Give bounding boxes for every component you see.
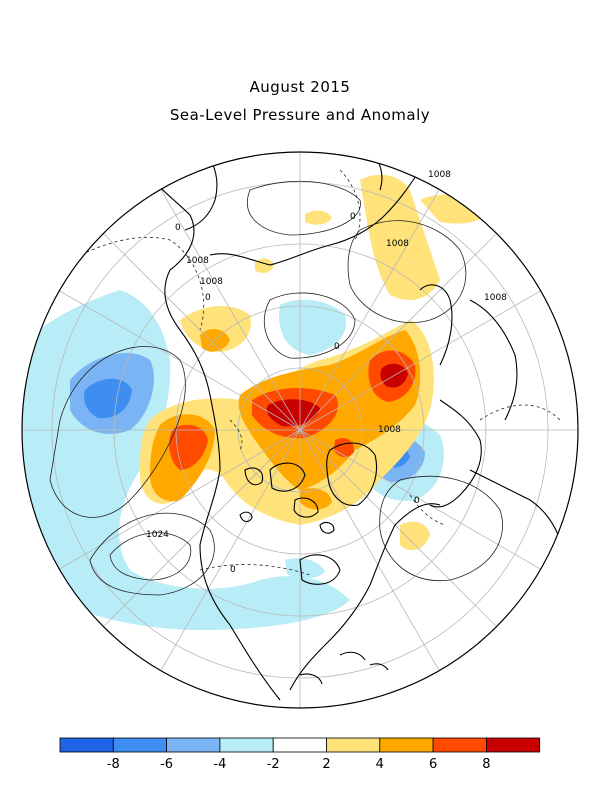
contour-label: 1008 xyxy=(378,425,401,435)
legend-tick-label: 6 xyxy=(429,757,437,772)
legend-swatch xyxy=(432,737,487,753)
contour-label: 1008 xyxy=(186,256,209,266)
contour-label: 0 xyxy=(205,293,211,303)
legend-swatch xyxy=(272,737,327,753)
legend-swatch xyxy=(326,737,381,753)
legend-tick-label: -8 xyxy=(107,757,120,772)
legend-tick-label: 8 xyxy=(482,757,490,772)
contour-label: 1024 xyxy=(146,530,169,540)
legend-tick-label: 2 xyxy=(322,757,330,772)
chart-subtitle: Sea-Level Pressure and Anomaly xyxy=(169,106,431,124)
legend-tick-label: -6 xyxy=(160,757,173,772)
legend-tick-label: -2 xyxy=(267,757,280,772)
legend-swatch xyxy=(166,737,221,753)
contour-label: 1008 xyxy=(428,170,451,180)
legend-swatch xyxy=(112,737,168,753)
legend-swatch xyxy=(379,737,434,753)
legend-swatch xyxy=(485,737,541,753)
chart-title: August 2015 xyxy=(249,78,351,96)
contour-label: 0 xyxy=(350,212,356,222)
legend-tick-label: -4 xyxy=(213,757,226,772)
contour-label: 0 xyxy=(414,496,420,506)
contour-label: 0 xyxy=(230,565,236,575)
contour-labels: 1008 0 1008 1008 1008 0 1008 0 1008 0 10… xyxy=(146,170,507,575)
contour-label: 1008 xyxy=(484,293,507,303)
contour-label: 1008 xyxy=(200,277,223,287)
globe-outline xyxy=(21,151,579,709)
contour-label: 0 xyxy=(334,342,340,352)
contour-label: 0 xyxy=(175,223,181,233)
legend-swatch xyxy=(59,737,114,753)
legend-swatch xyxy=(219,737,274,753)
legend-tick-label: 4 xyxy=(376,757,384,772)
isobars xyxy=(49,180,503,596)
coastlines xyxy=(149,152,561,701)
graticule xyxy=(22,152,578,708)
contour-label: 1008 xyxy=(386,239,409,249)
